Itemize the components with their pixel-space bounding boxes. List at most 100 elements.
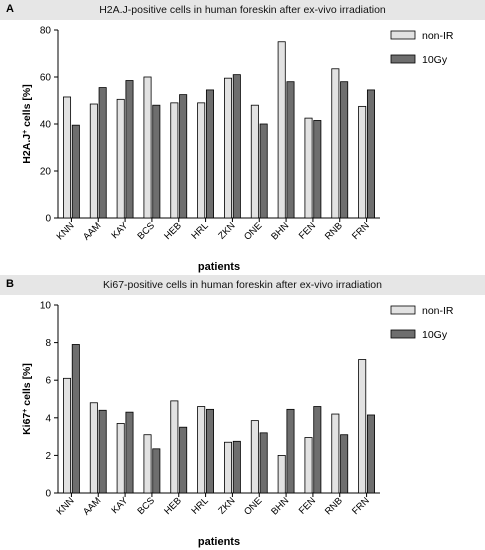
bar-non-ir <box>250 420 259 494</box>
bar-10gy <box>366 89 375 219</box>
bar-non-ir <box>304 117 313 219</box>
bar-non-ir <box>224 77 233 219</box>
bar-non-ir <box>197 406 206 494</box>
bar-non-ir <box>116 98 125 219</box>
bar-10gy <box>366 414 375 494</box>
x-tick-label: KNN <box>55 220 77 242</box>
bar-non-ir <box>170 102 179 219</box>
bar-10gy <box>98 409 107 494</box>
bar-10gy <box>152 448 161 494</box>
bar-10gy <box>179 94 188 219</box>
bar-10gy <box>286 408 295 494</box>
bar-non-ir <box>331 413 340 494</box>
y-axis-label-sup: + <box>22 409 29 413</box>
bar-non-ir <box>304 437 313 494</box>
x-tick-label: ONE <box>242 495 264 517</box>
x-tick-label: KNN <box>55 495 77 517</box>
x-tick-label: FRN <box>350 495 372 517</box>
y-axis-label-main: H2A.J <box>21 134 33 164</box>
bar-non-ir <box>277 41 286 219</box>
bar-non-ir <box>170 400 179 494</box>
chart-b-plot: 0 2 4 6 8 10 Ki67+ cells [%] KNN AAM KAY BCS HEB HRL… <box>21 301 454 549</box>
y-tick-label: 2 <box>45 451 51 462</box>
bar-10gy <box>232 440 241 494</box>
x-tick-label: ONE <box>242 220 264 242</box>
x-tick-label: HEB <box>162 495 184 517</box>
bar-non-ir <box>250 104 259 219</box>
y-tick-label: 8 <box>45 338 51 349</box>
y-tick-label: 6 <box>45 376 51 387</box>
y-axis-label-tail: cells [%] <box>21 84 33 130</box>
y-tick-label: 0 <box>45 214 51 225</box>
bar-10gy <box>340 81 349 219</box>
y-tick-label: 40 <box>40 120 52 131</box>
bar-10gy <box>205 89 214 219</box>
bar-non-ir <box>358 359 367 494</box>
legend-label-10gy: 10Gy <box>422 329 448 341</box>
panel-a-letter: A <box>6 3 14 15</box>
y-tick-label: 80 <box>40 26 52 37</box>
bar-non-ir <box>63 377 72 494</box>
x-tick-label: KAY <box>109 495 130 516</box>
y-axis-label-main: Ki67 <box>21 413 33 435</box>
x-tick-label: HEB <box>162 220 184 242</box>
bar-non-ir <box>331 68 340 219</box>
panel-b: B Ki67-positive cells in human foreskin … <box>0 275 485 550</box>
panel-a: A H2A.J-positive cells in human foreskin… <box>0 0 485 273</box>
x-tick-label: ZKN <box>216 220 237 241</box>
bar-10gy <box>71 344 80 494</box>
bar-10gy <box>259 123 268 219</box>
bar-10gy <box>205 408 214 494</box>
bar-10gy <box>125 80 134 219</box>
legend-label-non-ir: non-IR <box>422 30 454 42</box>
bar-10gy <box>286 81 295 219</box>
x-tick-label: RNB <box>323 495 345 517</box>
y-tick-label: 4 <box>45 413 51 424</box>
x-tick-label: RNB <box>323 220 345 242</box>
bar-10gy <box>152 104 161 219</box>
legend-swatch-10gy <box>390 329 416 339</box>
x-tick-label: BHN <box>269 220 291 242</box>
y-axis-label: H2A.J+ cells [%] <box>21 84 33 163</box>
x-axis-label: patients <box>198 536 240 548</box>
y-tick-label: 20 <box>40 167 52 178</box>
x-axis-label: patients <box>198 261 240 273</box>
x-tick-label: FEN <box>297 495 318 516</box>
x-tick-label: ZKN <box>216 495 237 516</box>
bar-non-ir <box>143 434 152 494</box>
y-tick-label: 10 <box>40 301 52 312</box>
bar-10gy <box>313 120 322 219</box>
bar-10gy <box>259 432 268 494</box>
bar-10gy <box>313 406 322 494</box>
y-axis-label-tail: cells [%] <box>21 363 33 409</box>
x-tick-label: KAY <box>109 220 130 241</box>
bar-non-ir <box>89 402 98 494</box>
legend-swatch-10gy <box>390 54 416 64</box>
bar-non-ir <box>143 76 152 219</box>
x-tick-label: FEN <box>297 220 318 241</box>
x-tick-label: BCS <box>135 220 157 242</box>
x-tick-label: AAM <box>81 220 103 242</box>
panel-b-header: B Ki67-positive cells in human foreskin … <box>0 275 485 295</box>
x-tick-label: FRN <box>350 220 372 242</box>
bar-10gy <box>232 74 241 219</box>
panel-a-header: A H2A.J-positive cells in human foreskin… <box>0 0 485 20</box>
bar-non-ir <box>197 102 206 219</box>
bar-10gy <box>98 87 107 219</box>
x-tick-label: AAM <box>81 495 103 517</box>
legend-label-10gy: 10Gy <box>422 54 448 66</box>
bar-non-ir <box>358 105 367 219</box>
x-tick-label: BHN <box>269 495 291 517</box>
legend-swatch-non-ir <box>390 30 416 40</box>
bar-10gy <box>179 426 188 494</box>
bar-10gy <box>71 124 80 219</box>
x-tick-label: HRL <box>189 220 210 241</box>
y-axis-label: Ki67+ cells [%] <box>21 363 33 435</box>
bar-10gy <box>340 434 349 494</box>
x-tick-label: HRL <box>189 495 210 516</box>
y-tick-label: 0 <box>45 489 51 500</box>
bar-non-ir <box>224 441 233 494</box>
panel-b-title: Ki67-positive cells in human foreskin af… <box>103 279 382 291</box>
bar-non-ir <box>63 96 72 219</box>
panel-a-title: H2A.J-positive cells in human foreskin a… <box>99 4 386 16</box>
